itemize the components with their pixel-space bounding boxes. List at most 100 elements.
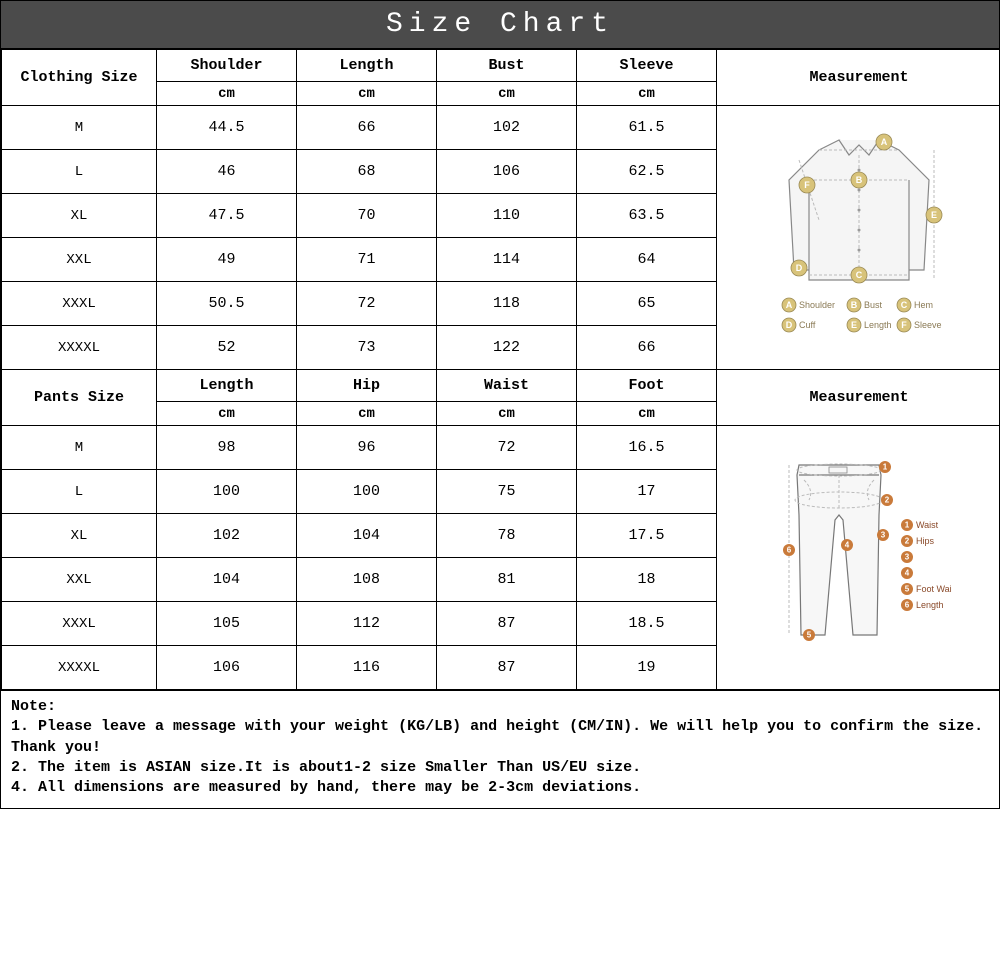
data-cell: 114 bbox=[437, 238, 577, 282]
svg-text:Length: Length bbox=[864, 320, 892, 330]
data-cell: 73 bbox=[297, 326, 437, 370]
data-cell: 104 bbox=[157, 558, 297, 602]
data-cell: 47.5 bbox=[157, 194, 297, 238]
data-cell: 18.5 bbox=[577, 602, 717, 646]
svg-text:Shoulder: Shoulder bbox=[799, 300, 835, 310]
svg-text:5: 5 bbox=[905, 585, 910, 594]
col-header: Waist bbox=[437, 370, 577, 402]
svg-text:Hips: Hips bbox=[916, 536, 935, 546]
data-cell: 104 bbox=[297, 514, 437, 558]
size-cell: XL bbox=[2, 194, 157, 238]
data-cell: 96 bbox=[297, 426, 437, 470]
data-cell: 106 bbox=[157, 646, 297, 690]
data-cell: 118 bbox=[437, 282, 577, 326]
svg-text:A: A bbox=[881, 137, 888, 147]
data-cell: 122 bbox=[437, 326, 577, 370]
data-cell: 112 bbox=[297, 602, 437, 646]
svg-text:A: A bbox=[786, 300, 793, 310]
data-cell: 72 bbox=[437, 426, 577, 470]
table-row: M 44.5 66 102 61.5 bbox=[2, 106, 1000, 150]
svg-text:2: 2 bbox=[885, 496, 890, 505]
svg-text:6: 6 bbox=[905, 601, 910, 610]
note-line: 1. Please leave a message with your weig… bbox=[11, 717, 989, 758]
svg-text:Cuff: Cuff bbox=[799, 320, 816, 330]
svg-text:3: 3 bbox=[905, 553, 910, 562]
size-cell: XXXL bbox=[2, 602, 157, 646]
svg-text:6: 6 bbox=[787, 546, 792, 555]
svg-text:5: 5 bbox=[807, 631, 812, 640]
svg-text:Sleeve: Sleeve bbox=[914, 320, 942, 330]
data-cell: 50.5 bbox=[157, 282, 297, 326]
size-cell: XXL bbox=[2, 558, 157, 602]
svg-text:B: B bbox=[856, 175, 863, 185]
unit-label: cm bbox=[297, 402, 437, 426]
unit-label: cm bbox=[157, 82, 297, 106]
unit-label: cm bbox=[157, 402, 297, 426]
svg-text:D: D bbox=[786, 320, 793, 330]
unit-label: cm bbox=[437, 82, 577, 106]
size-chart: Size Chart Clothing Size Shoulder Length… bbox=[0, 0, 1000, 809]
svg-text:4: 4 bbox=[845, 541, 850, 550]
note-line: 2. The item is ASIAN size.It is about1-2… bbox=[11, 758, 989, 778]
chart-title: Size Chart bbox=[1, 1, 999, 49]
data-cell: 66 bbox=[297, 106, 437, 150]
clothing-table: Clothing Size Shoulder Length Bust Sleev… bbox=[1, 49, 1000, 690]
clothing-size-header: Clothing Size bbox=[2, 50, 157, 106]
col-header: Sleeve bbox=[577, 50, 717, 82]
data-cell: 62.5 bbox=[577, 150, 717, 194]
svg-text:D: D bbox=[796, 263, 803, 273]
data-cell: 70 bbox=[297, 194, 437, 238]
size-cell: XXXXL bbox=[2, 326, 157, 370]
measurement-header: Measurement bbox=[717, 50, 1000, 106]
size-cell: M bbox=[2, 106, 157, 150]
col-header: Length bbox=[297, 50, 437, 82]
svg-text:C: C bbox=[856, 270, 863, 280]
svg-text:Foot Wai: Foot Wai bbox=[916, 584, 952, 594]
table-row: M 98 96 72 16.5 bbox=[2, 426, 1000, 470]
svg-text:Bust: Bust bbox=[864, 300, 883, 310]
data-cell: 61.5 bbox=[577, 106, 717, 150]
size-cell: XXXL bbox=[2, 282, 157, 326]
data-cell: 87 bbox=[437, 646, 577, 690]
data-cell: 110 bbox=[437, 194, 577, 238]
shirt-diagram-icon: A B C D E F AShoulder BBust CHem DCuff E… bbox=[759, 120, 959, 350]
data-cell: 63.5 bbox=[577, 194, 717, 238]
note-section: Note: 1. Please leave a message with you… bbox=[1, 690, 999, 808]
pants-diagram-icon: 1 2 3 4 5 6 1Waist 2Hips 3 4 5Foot Wai 6… bbox=[759, 445, 959, 665]
data-cell: 46 bbox=[157, 150, 297, 194]
data-cell: 78 bbox=[437, 514, 577, 558]
svg-text:Length: Length bbox=[916, 600, 944, 610]
note-line: 4. All dimensions are measured by hand, … bbox=[11, 778, 989, 798]
svg-text:Waist: Waist bbox=[916, 520, 939, 530]
data-cell: 102 bbox=[157, 514, 297, 558]
svg-text:E: E bbox=[851, 320, 857, 330]
data-cell: 16.5 bbox=[577, 426, 717, 470]
col-header: Bust bbox=[437, 50, 577, 82]
data-cell: 19 bbox=[577, 646, 717, 690]
size-cell: L bbox=[2, 150, 157, 194]
note-heading: Note: bbox=[11, 697, 989, 717]
data-cell: 49 bbox=[157, 238, 297, 282]
data-cell: 108 bbox=[297, 558, 437, 602]
svg-text:B: B bbox=[851, 300, 858, 310]
data-cell: 44.5 bbox=[157, 106, 297, 150]
svg-text:C: C bbox=[901, 300, 908, 310]
svg-text:3: 3 bbox=[881, 531, 886, 540]
data-cell: 65 bbox=[577, 282, 717, 326]
svg-text:F: F bbox=[901, 320, 907, 330]
data-cell: 52 bbox=[157, 326, 297, 370]
data-cell: 100 bbox=[297, 470, 437, 514]
data-cell: 75 bbox=[437, 470, 577, 514]
svg-text:1: 1 bbox=[883, 463, 888, 472]
size-cell: L bbox=[2, 470, 157, 514]
col-header: Length bbox=[157, 370, 297, 402]
shirt-diagram-cell: A B C D E F AShoulder BBust CHem DCuff E… bbox=[717, 106, 1000, 370]
data-cell: 18 bbox=[577, 558, 717, 602]
svg-text:E: E bbox=[931, 210, 937, 220]
data-cell: 72 bbox=[297, 282, 437, 326]
size-cell: XXXXL bbox=[2, 646, 157, 690]
col-header: Foot bbox=[577, 370, 717, 402]
col-header: Shoulder bbox=[157, 50, 297, 82]
size-cell: XXL bbox=[2, 238, 157, 282]
data-cell: 81 bbox=[437, 558, 577, 602]
